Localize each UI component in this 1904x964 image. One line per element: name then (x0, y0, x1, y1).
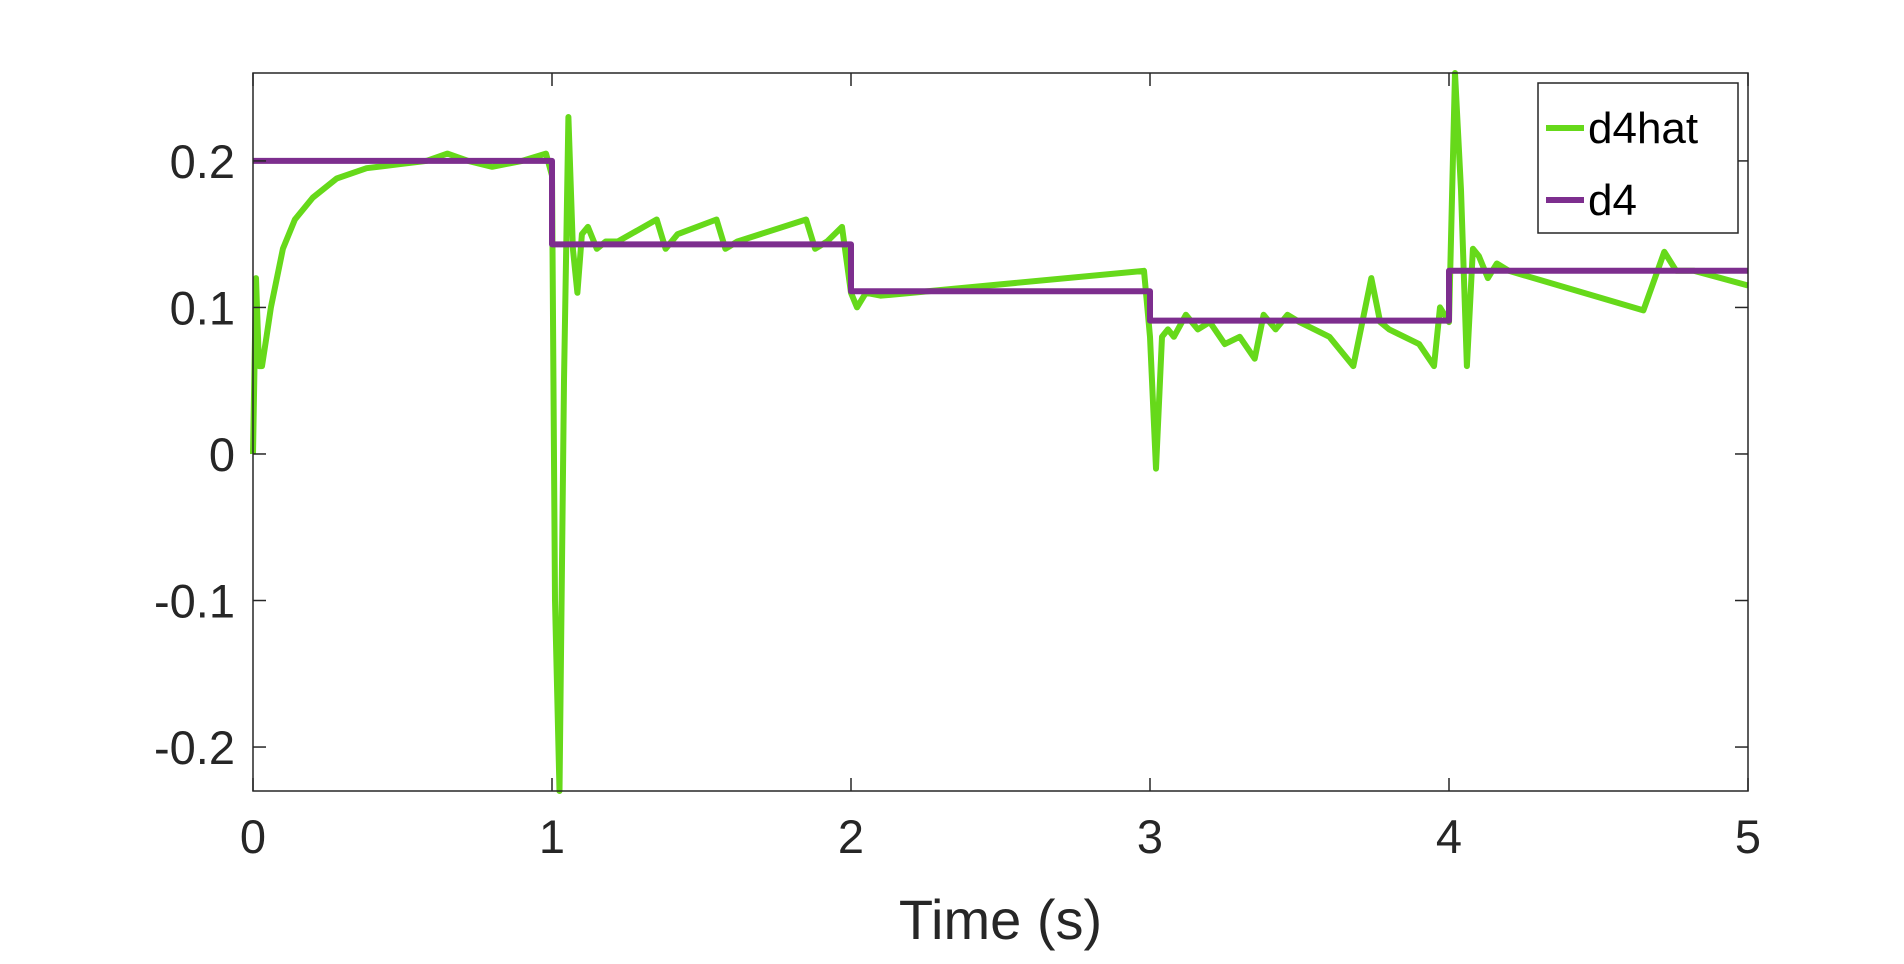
x-tick-label: 1 (539, 810, 565, 863)
plot-area (250, 70, 1749, 794)
x-tick-label: 2 (838, 810, 864, 863)
plot-background (253, 73, 1748, 791)
legend-box (1537, 82, 1739, 234)
legend: d4hat d4 (1537, 82, 1739, 234)
legend-label-d4: d4 (1588, 176, 1637, 225)
y-tick-label: -0.1 (154, 575, 235, 628)
axes-box (252, 72, 1749, 792)
x-tick-label: 0 (240, 810, 266, 863)
y-tick-label: 0.2 (170, 135, 235, 188)
y-tick-label: -0.2 (154, 721, 235, 774)
y-tick-label: 0 (209, 428, 235, 481)
series-line-d4 (253, 157, 1748, 324)
y-axis: -0.2 -0.1 0 0.1 0.2 (154, 135, 1748, 774)
legend-label-d4hat: d4hat (1588, 104, 1698, 153)
y-tick-label: 0.1 (170, 281, 235, 334)
x-tick-label: 3 (1137, 810, 1163, 863)
x-axis: 0 1 2 3 4 5 (240, 73, 1761, 863)
x-tick-label: 5 (1735, 810, 1761, 863)
x-tick-label: 4 (1436, 810, 1462, 863)
x-axis-title: Time (s) (899, 888, 1102, 951)
